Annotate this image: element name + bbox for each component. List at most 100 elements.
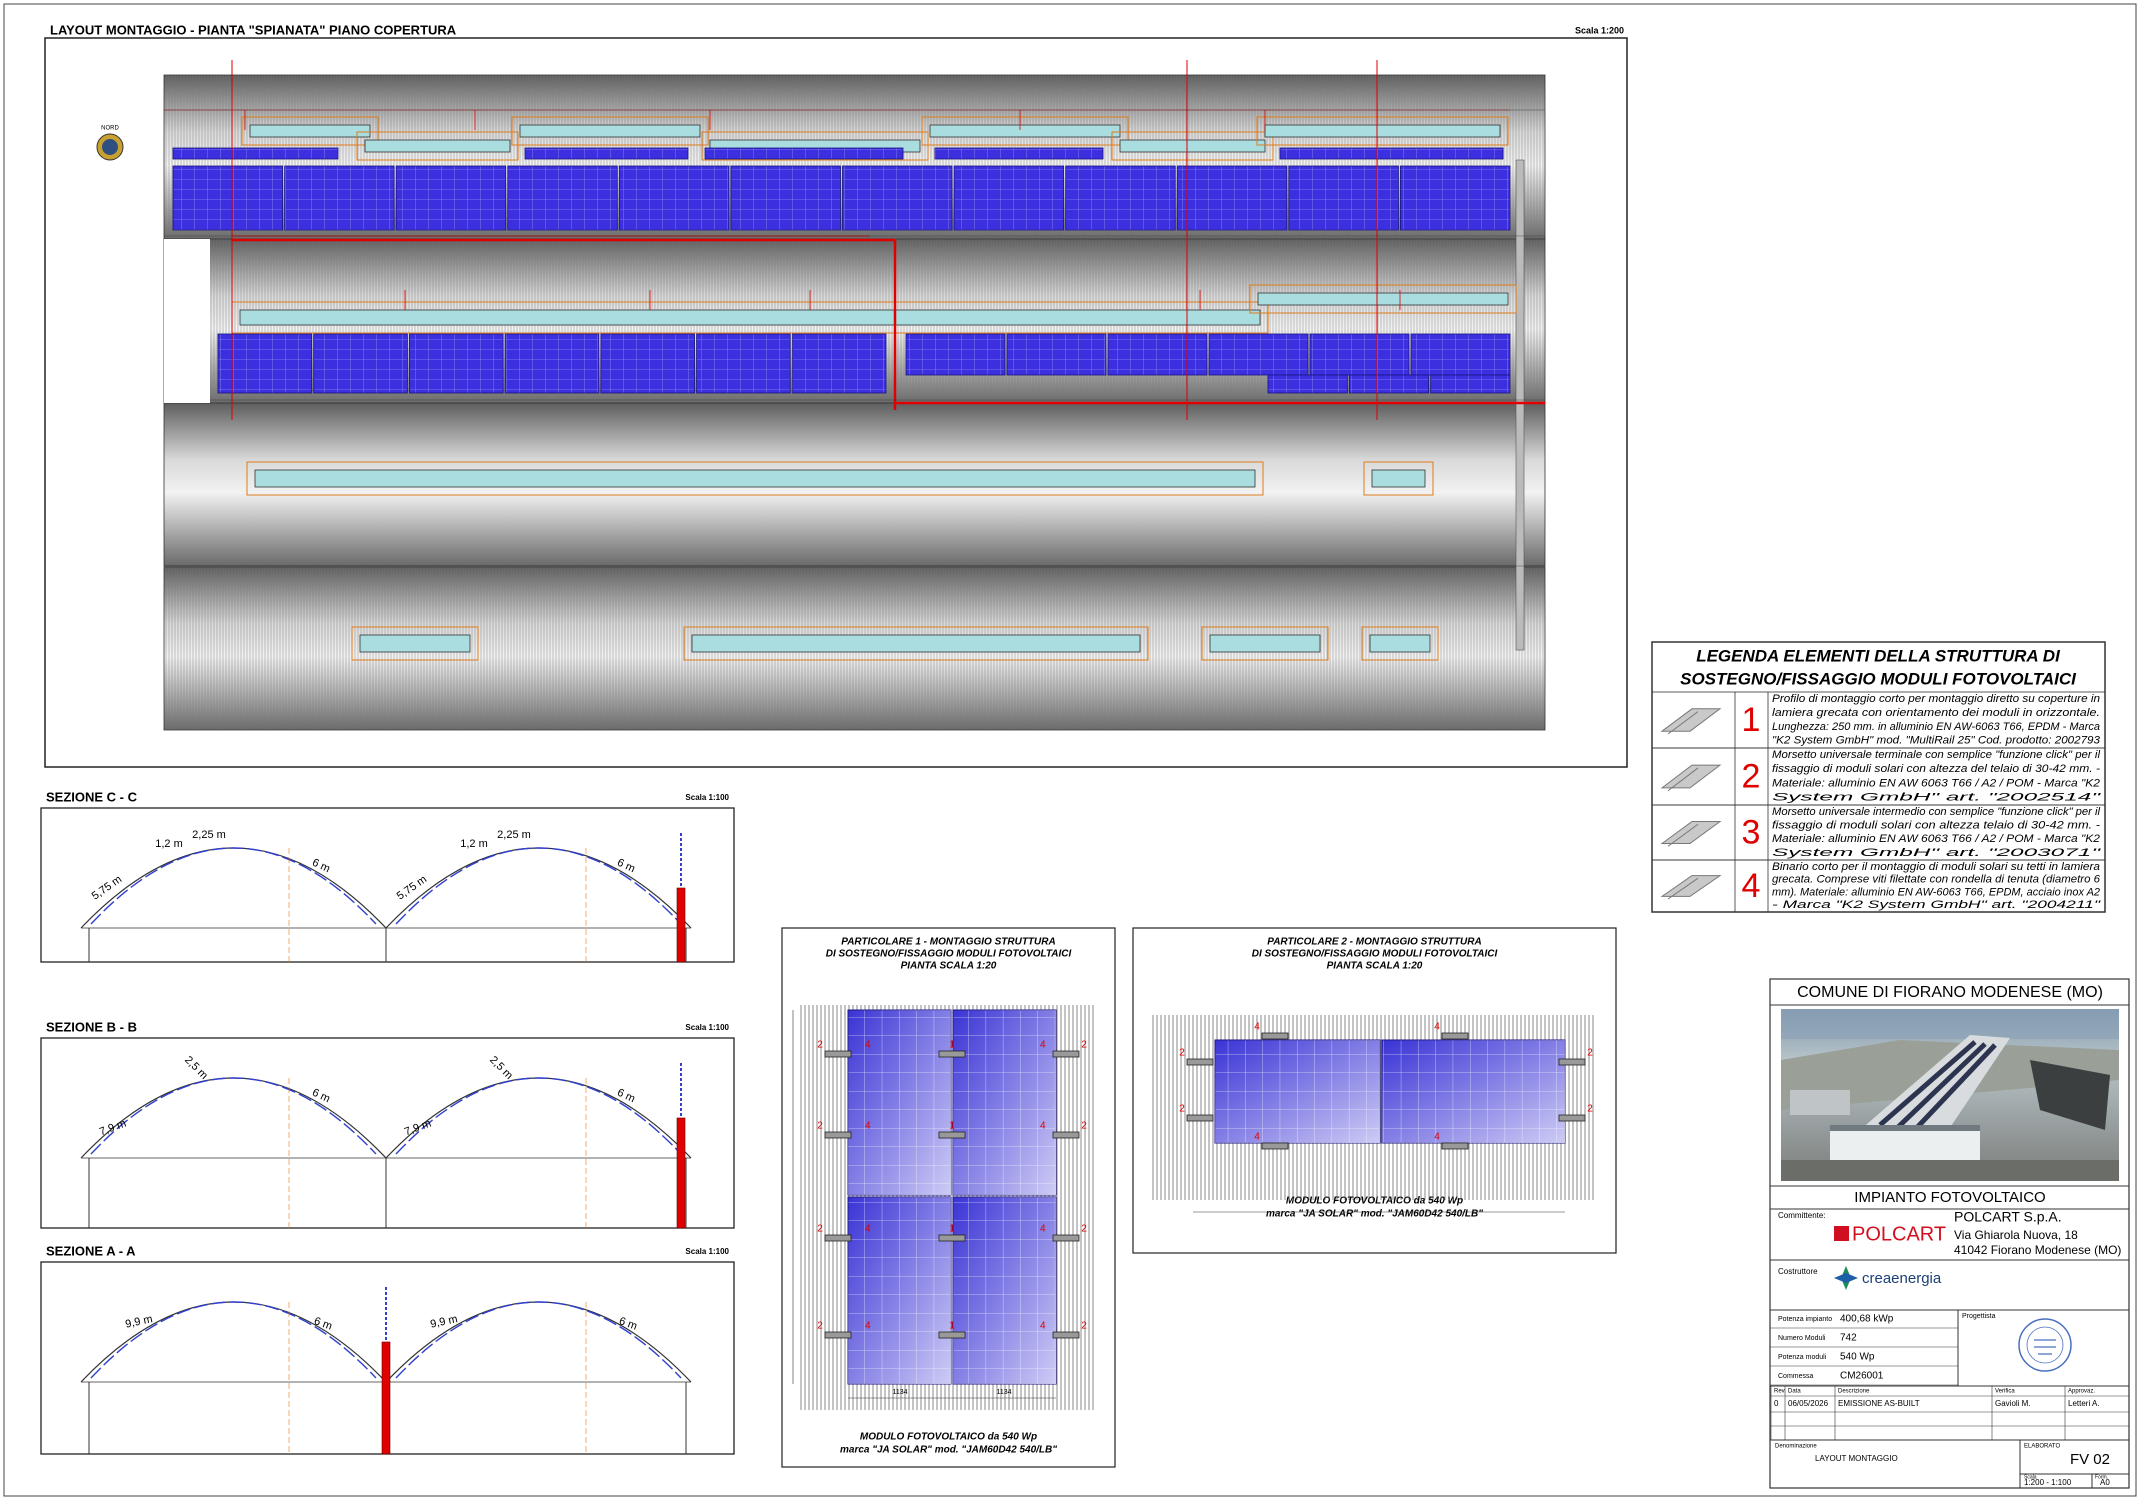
revision-cell: EMISSIONE AS-BUILT <box>1838 1399 1920 1408</box>
component-icon <box>1660 764 1722 792</box>
pv-module-block <box>1410 333 1511 376</box>
skylight <box>1119 139 1266 153</box>
pv-module-block <box>409 333 504 394</box>
skylight-outline <box>1111 131 1274 161</box>
pv-module-block <box>730 165 841 231</box>
pv-module-block <box>1107 333 1208 376</box>
clamp <box>1052 1331 1080 1339</box>
spec-label: Commessa <box>1778 1373 1814 1380</box>
pv-module-block <box>1348 374 1430 394</box>
detail-title: PIANTA SCALA 1:20 <box>1327 961 1423 972</box>
clamp-label: 1 <box>949 1321 955 1332</box>
drawing-name: LAYOUT MONTAGGIO <box>1815 1454 1898 1463</box>
clamp-label: 2 <box>1081 1224 1087 1235</box>
downpipe <box>1515 159 1525 651</box>
support-post <box>676 887 686 963</box>
section-dimension: 6 m <box>615 1087 637 1106</box>
clamp <box>938 1050 966 1058</box>
pv-module-block <box>504 333 600 394</box>
pv-module-block <box>172 147 339 160</box>
roof-arch <box>385 847 692 929</box>
legend-text: Morsetto universale terminale con sempli… <box>1772 749 2101 761</box>
roof-arch <box>80 847 387 929</box>
section-dimension: 2,25 m <box>497 829 531 841</box>
clamp <box>1261 1142 1289 1150</box>
legend-title: SOSTEGNO/FISSAGGIO MODULI FOTOVOLTAICI <box>1680 669 2077 688</box>
skylight <box>1369 634 1431 653</box>
detail-caption: marca "JA SOLAR" mod. "JAM60D42 540/LB" <box>1266 1209 1483 1220</box>
skylight-outline <box>921 116 1129 146</box>
clamp-label: 2 <box>1587 1048 1593 1059</box>
spec-value: 540 Wp <box>1840 1352 1875 1363</box>
municipality: COMUNE DI FIORANO MODENESE (MO) <box>1797 984 2103 1001</box>
clamp-label: 1 <box>949 1224 955 1235</box>
pv-line <box>395 847 682 925</box>
revision-header: Descrizione <box>1838 1389 1870 1395</box>
clamp-label: 2 <box>1179 1104 1185 1115</box>
clamp-label: 4 <box>1040 1224 1046 1235</box>
pv-line <box>395 1077 682 1155</box>
skylight-outline <box>1363 461 1434 496</box>
pv-module-shade <box>1382 1040 1565 1143</box>
clamp <box>1441 1142 1469 1150</box>
pv-module-block <box>313 333 408 394</box>
revision-cell: 0 <box>1774 1399 1779 1408</box>
pv-module-block <box>1288 165 1399 231</box>
clamp <box>1186 1058 1214 1066</box>
clamp <box>938 1131 966 1139</box>
clamp-label: 2 <box>1081 1321 1087 1332</box>
skylight <box>1264 124 1501 138</box>
client-logo-mark <box>1834 1226 1849 1241</box>
designer-label: Progettista <box>1962 1313 1996 1320</box>
clamp-label: 4 <box>865 1040 871 1051</box>
pv-module-block <box>507 165 618 231</box>
clamp <box>1052 1131 1080 1139</box>
section-dimension: 7,9 m <box>98 1118 128 1139</box>
plan-scale: Scala 1:200 <box>1575 25 1624 35</box>
roof-arch <box>385 1301 692 1383</box>
skylight-outline <box>356 131 519 161</box>
pv-module-shade <box>1215 1040 1380 1143</box>
pv-module-block <box>1176 165 1288 231</box>
pv-module-block <box>524 147 689 160</box>
roof-arch <box>385 1077 692 1159</box>
name-label: Denominazione <box>1775 1444 1817 1450</box>
sheet-border <box>3 3 2137 1497</box>
clamp-label: 4 <box>1254 1132 1260 1143</box>
spec-label: Potenza moduli <box>1778 1354 1827 1361</box>
pv-module-block <box>704 147 904 160</box>
section-dimension: 2,5 m <box>182 1054 210 1082</box>
pv-module-block <box>1267 374 1348 394</box>
builder-label: Costruttore <box>1778 1267 1818 1276</box>
clamp-label: 4 <box>1434 1132 1440 1143</box>
revision-header: Verifica <box>1995 1389 2015 1395</box>
pv-module-block <box>696 333 791 394</box>
pv-line <box>90 1077 377 1155</box>
revision-cell: Letteri A. <box>2068 1399 2100 1408</box>
drawing-scale: 1:200 - 1:100 <box>2024 1478 2072 1487</box>
project: IMPIANTO FOTOVOLTAICO <box>1854 1189 2045 1206</box>
legend: LEGENDA ELEMENTI DELLA STRUTTURA DI SOST… <box>1651 641 2106 913</box>
skylight <box>249 124 371 138</box>
roof-arch <box>80 1077 387 1159</box>
skylight <box>254 469 1256 488</box>
pv-module-block <box>600 333 695 394</box>
legend-text: Morsetto universale intermedio con sempl… <box>1772 806 2101 818</box>
pv-module-block <box>1065 165 1176 231</box>
skylight-outline <box>701 131 929 161</box>
legend-text: - Marca "K2 System GmbH" art. "2004211" <box>1772 899 2102 911</box>
skylight <box>1257 292 1509 306</box>
spec-value: 400,68 kWp <box>1840 1314 1894 1325</box>
detail-caption: MODULO FOTOVOLTAICO da 540 Wp <box>1286 1196 1463 1207</box>
detail-title: PARTICOLARE 1 - MONTAGGIO STRUTTURA <box>841 937 1055 948</box>
skylight <box>1371 469 1426 488</box>
clamp <box>824 1234 852 1242</box>
section-dimension: 1,2 m <box>155 838 183 850</box>
support-post <box>676 1117 686 1229</box>
clamp <box>1186 1114 1214 1122</box>
pv-module-block <box>172 165 283 231</box>
section-scale: Scala 1:100 <box>685 1023 729 1032</box>
skylight <box>691 634 1141 653</box>
revisions: Rev. Data Descrizione Verifica Approvaz. 0 06/… <box>1770 1386 2129 1440</box>
legend-text: System GmbH" art. "2003071" <box>1772 847 2102 859</box>
